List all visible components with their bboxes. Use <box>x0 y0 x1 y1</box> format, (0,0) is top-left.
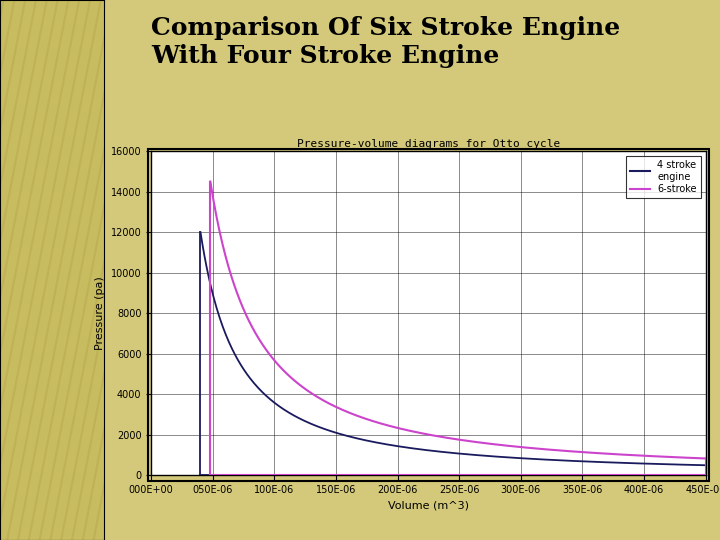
Y-axis label: Pressure (pa): Pressure (pa) <box>95 276 105 350</box>
Text: Comparison Of Six Stroke Engine
With Four Stroke Engine: Comparison Of Six Stroke Engine With Fou… <box>151 16 621 68</box>
Title: Pressure-volume diagrams for Otto cycle: Pressure-volume diagrams for Otto cycle <box>297 139 560 149</box>
Legend: 4 stroke
engine, 6-stroke: 4 stroke engine, 6-stroke <box>626 156 701 198</box>
X-axis label: Volume (m^3): Volume (m^3) <box>388 501 469 510</box>
